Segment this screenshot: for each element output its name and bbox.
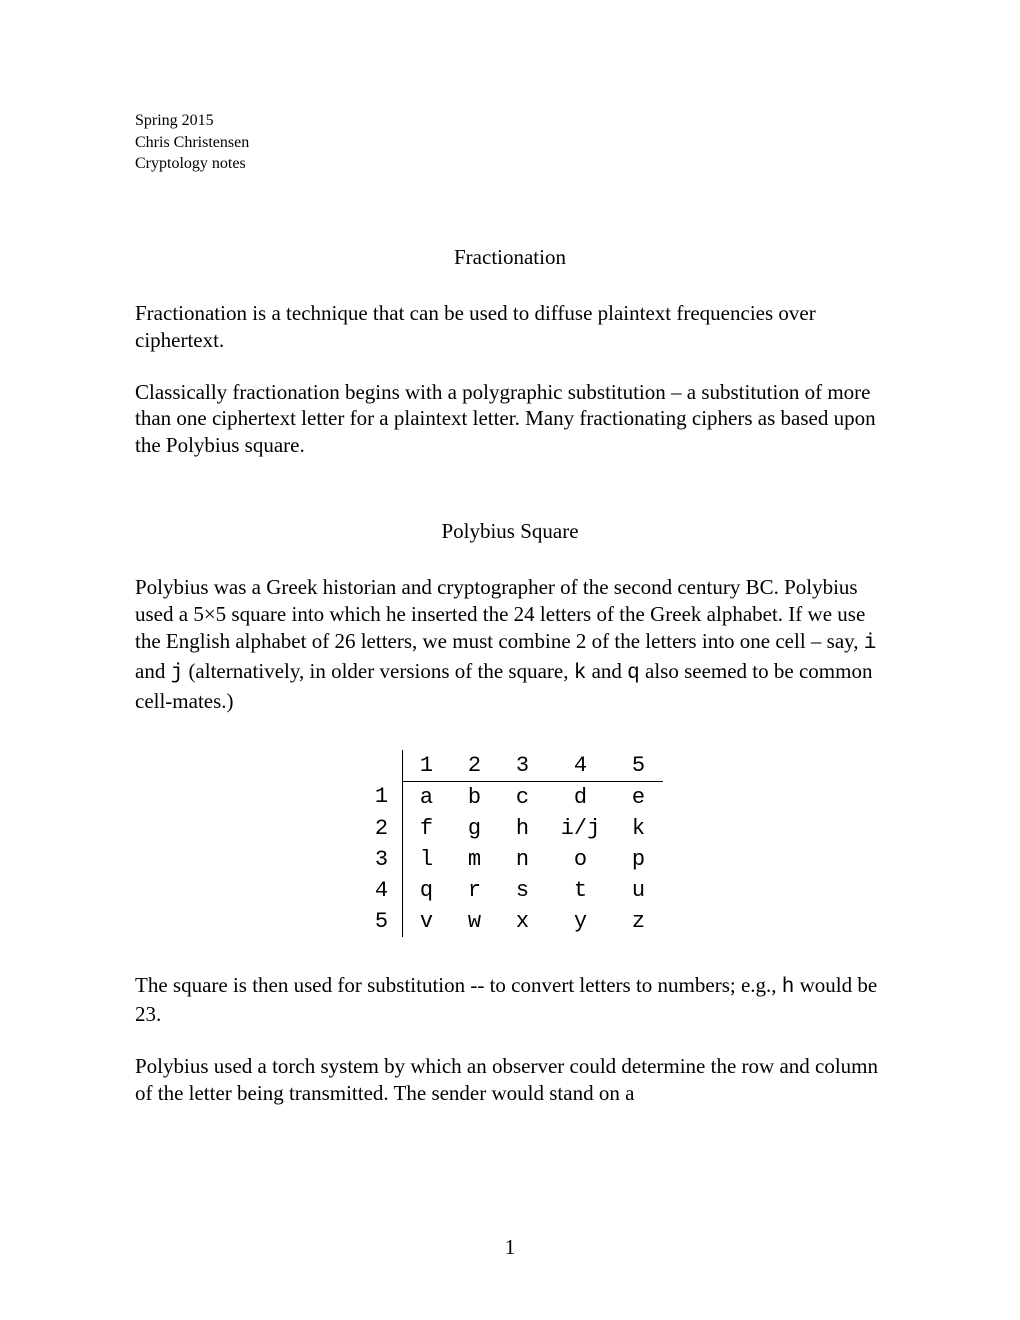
table-col-label: 3 — [499, 750, 547, 782]
table-cell: f — [402, 813, 451, 844]
table-cell: b — [451, 781, 499, 813]
table-cell: w — [451, 906, 499, 937]
table-row-label: 3 — [358, 844, 403, 875]
paragraph: Polybius used a torch system by which an… — [135, 1053, 885, 1107]
table-row: 4 q r s t u — [358, 875, 663, 906]
table-cell: n — [499, 844, 547, 875]
table-row: 1 a b c d e — [358, 781, 663, 813]
table-row: 3 l m n o p — [358, 844, 663, 875]
table-cell: q — [402, 875, 451, 906]
mono-letter-k: k — [574, 662, 587, 685]
table-cell: m — [451, 844, 499, 875]
table-header-row: 1 2 3 4 5 — [358, 750, 663, 782]
table-cell: g — [451, 813, 499, 844]
mono-letter-h: h — [782, 976, 795, 999]
text-fragment: 5 square into which he inserted the 24 l… — [135, 602, 865, 653]
table-corner-cell — [358, 750, 403, 782]
table-cell: d — [547, 781, 615, 813]
paragraph: Polybius was a Greek historian and crypt… — [135, 574, 885, 714]
text-fragment: (alternatively, in older versions of the… — [183, 659, 574, 683]
course-text: Cryptology notes — [135, 153, 885, 175]
table-cell: s — [499, 875, 547, 906]
table-col-label: 4 — [547, 750, 615, 782]
author-text: Chris Christensen — [135, 132, 885, 154]
mono-letter-i: i — [864, 632, 877, 655]
polybius-square-table: 1 2 3 4 5 1 a b c d e 2 f g h i/j k 3 l … — [358, 750, 663, 937]
section-title-fractionation: Fractionation — [135, 245, 885, 270]
table-cell: x — [499, 906, 547, 937]
paragraph: Classically fractionation begins with a … — [135, 379, 885, 460]
table-cell: r — [451, 875, 499, 906]
text-fragment: The square is then used for substitution… — [135, 973, 782, 997]
times-symbol: × — [204, 602, 216, 626]
mono-letter-j: j — [171, 662, 184, 685]
table-cell: t — [547, 875, 615, 906]
table-cell: a — [402, 781, 451, 813]
table-cell: i/j — [547, 813, 615, 844]
table-col-label: 1 — [402, 750, 451, 782]
table-cell: y — [547, 906, 615, 937]
table-row-label: 2 — [358, 813, 403, 844]
table-row: 2 f g h i/j k — [358, 813, 663, 844]
table-cell: h — [499, 813, 547, 844]
term-text: Spring 2015 — [135, 110, 885, 132]
table-row-label: 5 — [358, 906, 403, 937]
table-cell: v — [402, 906, 451, 937]
table-cell: o — [547, 844, 615, 875]
table-cell: l — [402, 844, 451, 875]
table-col-label: 5 — [615, 750, 663, 782]
table-cell: k — [615, 813, 663, 844]
table-col-label: 2 — [451, 750, 499, 782]
table-row-label: 4 — [358, 875, 403, 906]
paragraph: The square is then used for substitution… — [135, 972, 885, 1029]
text-fragment: and — [586, 659, 627, 683]
page-number: 1 — [0, 1235, 1020, 1260]
mono-letter-q: q — [627, 662, 640, 685]
paragraph: Fractionation is a technique that can be… — [135, 300, 885, 354]
table-cell: p — [615, 844, 663, 875]
table-row: 5 v w x y z — [358, 906, 663, 937]
table-cell: z — [615, 906, 663, 937]
table-cell: c — [499, 781, 547, 813]
document-header: Spring 2015 Chris Christensen Cryptology… — [135, 110, 885, 175]
table-cell: e — [615, 781, 663, 813]
section-title-polybius: Polybius Square — [135, 519, 885, 544]
table-cell: u — [615, 875, 663, 906]
table-row-label: 1 — [358, 781, 403, 813]
text-fragment: and — [135, 659, 171, 683]
